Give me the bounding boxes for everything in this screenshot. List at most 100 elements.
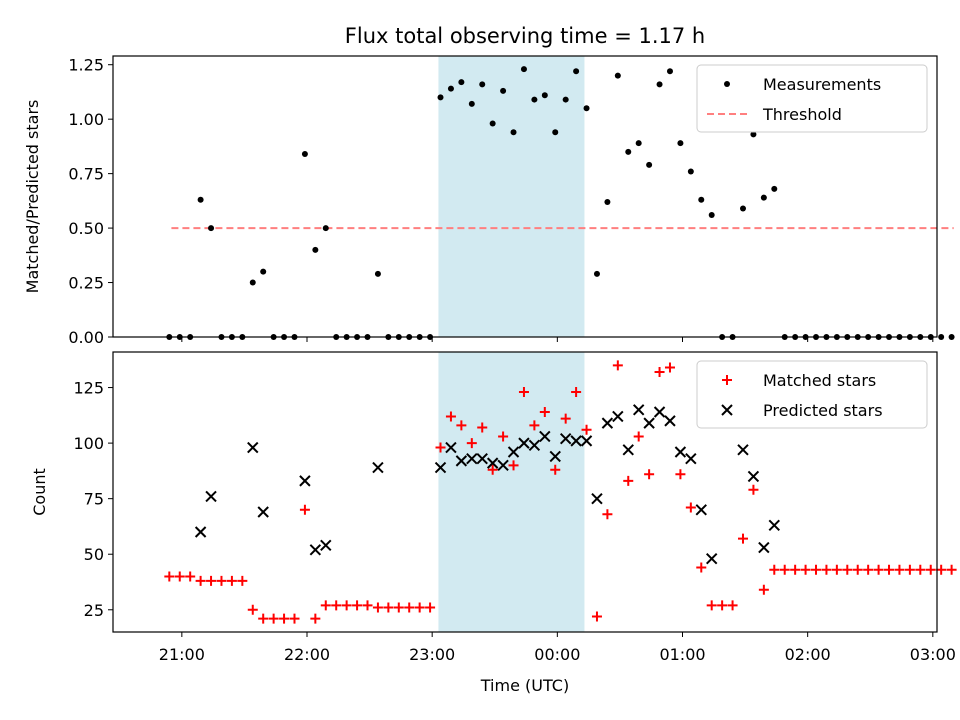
data-point (175, 571, 185, 581)
data-point (780, 565, 790, 575)
data-point (655, 367, 665, 377)
data-point (748, 485, 758, 495)
top-panel: 0.00 0.25 0.50 0.75 1.00 1.25 Matched/Predicte… (23, 56, 955, 347)
data-point (761, 195, 767, 201)
data-point (208, 225, 214, 231)
legend: Measurements Threshold (697, 65, 927, 132)
x-tick-label: 23:00 (409, 645, 455, 664)
data-point (592, 611, 602, 621)
data-point (552, 129, 558, 135)
data-point (698, 197, 704, 203)
legend-label: Threshold (762, 105, 842, 124)
data-point (634, 405, 644, 415)
data-point (646, 162, 652, 168)
data-point (573, 68, 579, 74)
data-point (521, 66, 527, 72)
data-point (769, 520, 779, 530)
data-point (636, 140, 642, 146)
data-point (331, 600, 341, 610)
data-point (227, 576, 237, 586)
x-axis-label: Time (UTC) (480, 676, 569, 695)
data-point (623, 476, 633, 486)
shaded-interval (438, 352, 584, 632)
data-point (250, 280, 256, 286)
data-point (748, 471, 758, 481)
data-point (289, 614, 299, 624)
data-point (425, 603, 435, 613)
data-point (300, 476, 310, 486)
data-point (677, 140, 683, 146)
data-point (458, 79, 464, 85)
y-axis-label: Matched/Predicted stars (23, 100, 42, 294)
data-point (613, 360, 623, 370)
data-point (894, 565, 904, 575)
data-point (655, 407, 665, 417)
data-point (206, 576, 216, 586)
data-point (248, 443, 258, 453)
legend-label: Matched stars (763, 371, 876, 390)
data-point (542, 92, 548, 98)
data-point (448, 86, 454, 92)
data-point (625, 149, 631, 155)
y-tick-label: 75 (84, 490, 104, 509)
data-point (769, 565, 779, 575)
y-tick-label: 0.75 (68, 165, 104, 184)
data-point (394, 603, 404, 613)
chart-title: Flux total observing time = 1.17 h (345, 24, 705, 48)
data-point (613, 411, 623, 421)
x-tick-label: 00:00 (534, 645, 580, 664)
data-point (602, 509, 612, 519)
data-point (258, 507, 268, 517)
data-point (926, 565, 936, 575)
data-point (415, 603, 425, 613)
data-point (740, 205, 746, 211)
data-point (584, 105, 590, 111)
legend-label: Measurements (763, 75, 881, 94)
data-point (490, 121, 496, 127)
data-point (938, 334, 944, 340)
data-point (801, 565, 811, 575)
x-tick-label: 01:00 (659, 645, 705, 664)
data-point (321, 540, 331, 550)
data-point (863, 565, 873, 575)
data-point (511, 129, 517, 135)
y-tick-label: 1.00 (68, 110, 104, 129)
data-point (688, 168, 694, 174)
data-point (321, 600, 331, 610)
data-point (759, 543, 769, 553)
shaded-interval (438, 56, 584, 337)
data-point (696, 505, 706, 515)
data-point (728, 600, 738, 610)
data-point (884, 565, 894, 575)
data-point (500, 88, 506, 94)
y-tick-label: 25 (84, 601, 104, 620)
data-point (821, 565, 831, 575)
x-tick-label: 02:00 (785, 645, 831, 664)
data-point (696, 563, 706, 573)
data-point (363, 600, 373, 610)
data-point (874, 565, 884, 575)
data-point (352, 600, 362, 610)
data-point (947, 565, 957, 575)
data-point (709, 212, 715, 218)
data-point (375, 271, 381, 277)
y-axis-label: Count (30, 468, 49, 516)
data-point (185, 571, 195, 581)
y-tick-label: 1.25 (68, 56, 104, 75)
data-point (323, 225, 329, 231)
data-point (198, 197, 204, 203)
data-point (164, 571, 174, 581)
data-point (738, 445, 748, 455)
data-point (206, 491, 216, 501)
data-point (479, 81, 485, 87)
data-point (675, 447, 685, 457)
data-point (216, 576, 226, 586)
data-point (196, 527, 206, 537)
data-point (615, 73, 621, 79)
data-point (196, 576, 206, 586)
data-point (404, 603, 414, 613)
data-point (657, 81, 663, 87)
data-point (790, 565, 800, 575)
y-tick-label: 0.00 (68, 328, 104, 347)
data-point (949, 334, 955, 340)
